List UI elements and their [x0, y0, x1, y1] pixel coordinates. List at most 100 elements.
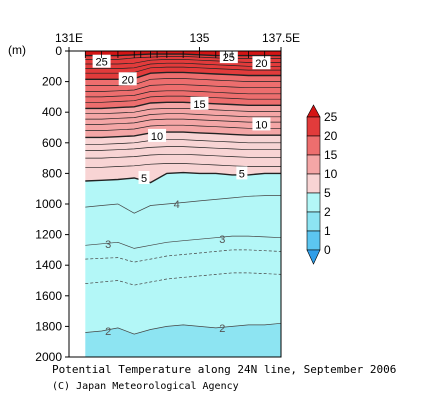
- y-unit-label: (m): [8, 43, 26, 57]
- colorbar-label-3: 10: [324, 167, 338, 181]
- isotherm-15: [85, 101, 281, 110]
- colorbar-segment-0: [306, 116, 321, 137]
- y-tick-label-2: 400: [42, 105, 62, 119]
- contour-label-4: 15: [193, 99, 205, 111]
- contour-label-bg-2: [118, 72, 137, 86]
- contour-label-bg-1: [219, 50, 238, 64]
- contour-label-bg-0: [92, 54, 111, 68]
- contour-band-17: [85, 139, 281, 151]
- x-tick-label-1: 135: [189, 31, 209, 45]
- contour-label-0: 25: [95, 57, 107, 69]
- isotherm-4: [85, 195, 281, 214]
- colorbar-label-4: 5: [324, 186, 331, 200]
- isotherm-10: [85, 131, 281, 139]
- y-axis: 0 200 400 600 800 1000 1200 1400 1600 1800 2000: [35, 44, 69, 364]
- contour-band-2: [85, 56, 281, 64]
- isotherm-13: [85, 113, 281, 120]
- isotherm-6: [85, 163, 281, 168]
- credit-text: (C) Japan Meteorological Agency: [52, 381, 239, 392]
- contour-band-24: [85, 249, 281, 286]
- contour-label-10: 3: [105, 239, 111, 251]
- contour-label-7: 5: [141, 173, 147, 185]
- colorbar-segment-5: [306, 211, 321, 232]
- y-tick-label-4: 800: [42, 166, 62, 180]
- contour-label-bg-8: [236, 166, 248, 180]
- isotherm-11: [85, 124, 281, 131]
- colorbar-label-6: 1: [324, 224, 331, 238]
- contour-label-bg-3: [252, 56, 271, 70]
- contour-band-23: [85, 236, 281, 263]
- contour-label-6: 10: [255, 119, 267, 131]
- isotherm-18: [85, 84, 281, 92]
- isotherm-7: [85, 153, 281, 159]
- isotherm-2: [85, 322, 281, 335]
- contour-label-bg-6: [252, 117, 271, 131]
- colorbar-bottom-arrow: [306, 249, 321, 265]
- isotherm-23: [85, 59, 281, 65]
- isotherm-16: [85, 95, 281, 103]
- colorbar-label-2: 15: [324, 148, 338, 162]
- isotherm-21: [85, 66, 281, 74]
- x-tick-label-2: 137.5E: [262, 31, 300, 45]
- contour-band-22: [85, 195, 281, 249]
- y-tick-label-1: 200: [42, 75, 62, 89]
- isotherm-9: [85, 139, 281, 145]
- contour-label-9: 4: [174, 199, 180, 211]
- colorbar-segment-2: [306, 154, 321, 175]
- contour-band-12: [85, 108, 281, 120]
- contour-label-bg-7: [138, 170, 150, 184]
- colorbar-label-7: 0: [324, 243, 331, 257]
- contour-label-bg-4: [190, 96, 209, 110]
- contour-label-11: 3: [219, 234, 225, 246]
- contour-label-12: 2: [105, 326, 111, 338]
- y-tick-label-0: 0: [55, 44, 62, 58]
- colorbar-segment-6: [306, 230, 321, 251]
- y-tick-label-8: 1600: [35, 289, 62, 303]
- contour-label-layer: 25 25 20 20 15 10 10 5 5 4 3 3 2 2: [92, 50, 271, 338]
- x-tick-label-0: 131E: [55, 31, 83, 45]
- isotherm-8: [85, 146, 281, 151]
- contour-band-7: [85, 78, 281, 92]
- y-tick-label-7: 1400: [35, 258, 62, 272]
- colorbar-label-1: 20: [324, 129, 338, 143]
- isotherm-17: [85, 90, 281, 98]
- colorbar-label-0: 25: [324, 110, 338, 124]
- isotherm-2-5: [85, 249, 281, 263]
- isotherm-20: [85, 71, 281, 80]
- contour-label-5: 10: [151, 131, 163, 143]
- y-tick-label-6: 1200: [35, 228, 62, 242]
- contour-label-2: 20: [122, 74, 134, 86]
- colorbar-label-5: 2: [324, 205, 331, 219]
- contour-label-13: 2: [219, 323, 225, 335]
- contour-label-3: 20: [255, 58, 267, 70]
- isotherm-3: [85, 235, 281, 249]
- x-axis: 131E 135 137.5E: [55, 31, 300, 58]
- contour-band-26: [85, 323, 281, 357]
- isotherm-12: [85, 118, 281, 125]
- contour-label-bg-5: [148, 128, 167, 142]
- contour-band-18: [85, 146, 281, 159]
- contour-band-16: [85, 132, 281, 145]
- colorbar-top-arrow: [306, 104, 321, 118]
- y-tick-label-3: 600: [42, 136, 62, 150]
- contour-band-9: [85, 90, 281, 103]
- contour-band-21: [85, 172, 281, 214]
- y-tick-label-9: 1800: [35, 319, 62, 333]
- isotherm-5: [85, 171, 281, 184]
- isotherm-2-2: [85, 272, 281, 286]
- colorbar-segment-1: [306, 135, 321, 156]
- colorbar-segment-4: [306, 192, 321, 213]
- y-tick-label-10: 2000: [35, 350, 62, 364]
- contour-label-1: 25: [223, 52, 235, 64]
- chart-title: Potential Temperature along 24N line, Se…: [52, 363, 396, 376]
- contour-label-8: 5: [239, 168, 245, 180]
- isotherm-14: [85, 108, 281, 115]
- colorbar-segment-3: [306, 173, 321, 194]
- isotherm-22: [85, 62, 281, 69]
- y-tick-label-5: 1000: [35, 197, 62, 211]
- isotherm-19: [85, 78, 281, 86]
- contour-band-25: [85, 272, 281, 335]
- contour-band-19: [85, 154, 281, 168]
